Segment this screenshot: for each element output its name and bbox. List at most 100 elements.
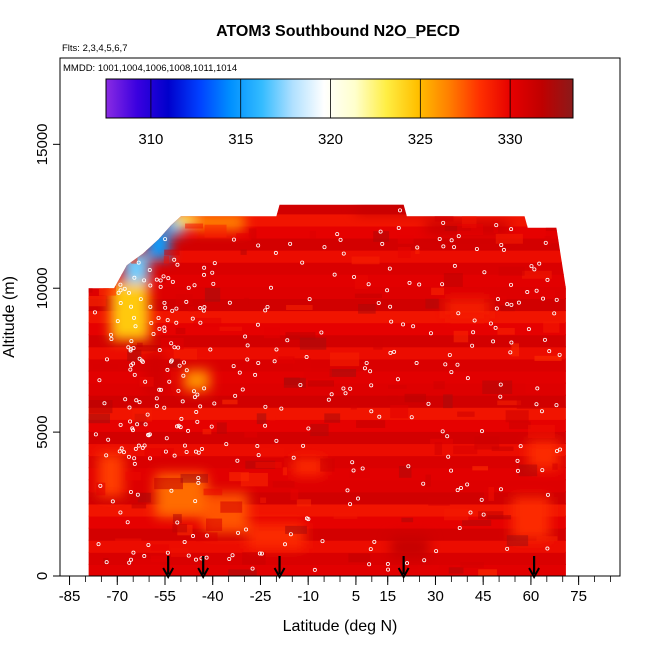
observation-point: [193, 499, 198, 504]
field-streak: [425, 298, 439, 309]
field-streak: [131, 503, 147, 509]
observation-point: [446, 454, 451, 459]
field-feature: [110, 282, 150, 341]
observation-point: [170, 308, 175, 313]
observation-point: [291, 455, 296, 460]
field-streak: [88, 283, 93, 293]
observation-point: [395, 377, 400, 382]
field-streak: [242, 552, 266, 565]
field-streak: [185, 223, 204, 229]
field-streak: [133, 558, 161, 567]
observation-point: [505, 302, 510, 307]
observation-point: [148, 304, 153, 309]
observation-point: [543, 240, 548, 245]
y-tick-label: 15000: [34, 123, 51, 165]
observation-point: [104, 560, 109, 565]
observation-point: [388, 304, 393, 309]
x-axis-label: Latitude (deg N): [283, 618, 398, 635]
field-streak: [387, 395, 398, 401]
field-streak: [103, 283, 109, 289]
observation-point: [165, 318, 170, 323]
field-streak: [256, 413, 267, 425]
observation-point: [143, 422, 148, 427]
field-streak: [474, 436, 500, 450]
field-streak: [270, 416, 276, 421]
observation-point: [554, 403, 559, 408]
observation-point: [341, 386, 346, 391]
observation-point: [142, 443, 147, 448]
x-tick-label: 30: [427, 588, 444, 605]
observation-point: [540, 468, 545, 473]
observation-point: [132, 315, 137, 320]
observation-point: [237, 370, 242, 375]
observation-point: [209, 424, 214, 429]
observation-point: [250, 566, 255, 571]
field-streak: [401, 517, 414, 523]
field-band: [88, 539, 566, 553]
observation-point: [136, 443, 141, 448]
observation-point: [452, 245, 457, 250]
observation-point: [407, 280, 412, 285]
field-streak: [434, 442, 443, 456]
observation-point: [525, 290, 530, 295]
observation-point: [122, 286, 127, 291]
observation-point: [422, 558, 427, 563]
observation-point: [132, 372, 137, 377]
field-streak: [115, 538, 142, 551]
observation-point: [148, 456, 153, 461]
observation-point: [202, 272, 207, 277]
field-streak: [350, 404, 357, 410]
observation-point: [426, 401, 431, 406]
observation-point: [233, 393, 238, 398]
field-streak: [208, 206, 228, 212]
observation-point: [163, 449, 168, 454]
field-streak: [528, 424, 555, 439]
observation-point: [542, 337, 547, 342]
field-streak: [434, 208, 454, 222]
observation-point: [166, 276, 171, 281]
observation-point: [186, 285, 191, 290]
field-streak: [453, 330, 469, 343]
flight-arrow: [273, 556, 286, 580]
observation-point: [135, 422, 140, 427]
observation-point: [118, 422, 123, 427]
observation-point: [341, 251, 346, 256]
field-streak: [89, 256, 110, 268]
colorbar-tick-label: 330: [498, 131, 523, 148]
x-tick-label: 60: [523, 588, 540, 605]
observation-point: [529, 264, 534, 269]
field-band: [85, 189, 570, 202]
field-streak: [256, 204, 263, 211]
field-streak: [348, 553, 371, 563]
observation-point: [174, 306, 179, 311]
observation-point: [388, 350, 393, 355]
x-tick-label: -40: [202, 588, 224, 605]
field-streak: [193, 317, 222, 327]
observation-point: [202, 265, 207, 270]
field-streak: [296, 499, 312, 507]
mmdd-label: MMDD: 1001,1004,1006,1008,1011,1014: [63, 63, 237, 74]
observation-point: [495, 297, 500, 302]
observation-point: [192, 395, 197, 400]
observation-point: [479, 497, 484, 502]
observation-point: [202, 386, 207, 391]
field-streak: [255, 461, 282, 468]
observation-point: [545, 277, 550, 282]
observation-point: [377, 414, 382, 419]
observation-point: [493, 325, 498, 330]
observation-point: [494, 223, 499, 228]
observation-point: [165, 367, 170, 372]
observation-point: [465, 376, 470, 381]
observation-point: [129, 339, 134, 344]
observation-point: [455, 362, 460, 367]
observation-point: [227, 300, 232, 305]
observation-point: [322, 245, 327, 250]
observation-point: [134, 398, 139, 403]
observation-point: [441, 220, 446, 225]
observation-point: [212, 261, 217, 266]
field-streak: [96, 482, 106, 496]
arrow-head: [273, 567, 286, 580]
field-band: [88, 298, 566, 312]
observation-point: [184, 299, 189, 304]
observation-point: [387, 266, 392, 271]
